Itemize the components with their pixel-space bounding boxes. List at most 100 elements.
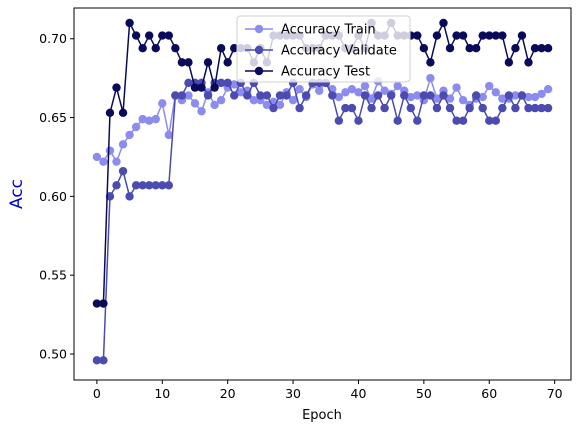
data-point [478,31,487,40]
data-point [524,58,533,67]
legend-label: Accuracy Validate [281,44,397,59]
data-point [269,103,278,113]
data-point [471,91,481,100]
data-point [419,91,429,100]
data-point [190,99,200,108]
data-point [504,91,514,100]
y-tick-label: 0.65 [39,110,67,125]
data-point [131,122,141,132]
data-point [99,299,108,308]
x-axis-label: Epoch [302,408,342,423]
legend-label: Accuracy Test [281,65,370,80]
data-point [282,91,291,100]
y-tick-label: 0.70 [39,31,67,46]
data-point [498,31,507,40]
data-point [203,91,213,100]
x-tick-label: 0 [93,386,101,401]
data-point [138,114,147,124]
data-point [262,100,272,110]
data-point [445,43,455,53]
y-axis: 0.50 0.55 0.60 0.65 0.70 [39,31,74,361]
data-point [216,96,226,105]
data-point [458,96,468,105]
data-point [334,92,344,102]
data-point [275,91,285,100]
data-point [400,91,409,100]
data-point [112,83,121,92]
data-point [537,89,546,99]
data-point [223,78,232,88]
data-point [543,103,553,113]
legend-marker [254,45,264,55]
data-point [125,192,134,201]
data-point [491,116,500,125]
plot-frame [73,7,572,381]
data-point [439,91,448,100]
data-point [380,103,389,113]
legend: Accuracy Train Accuracy Validate Accuracy … [236,15,411,83]
data-point [524,103,533,113]
data-point [216,78,226,88]
data-point [432,31,442,40]
data-point [393,81,402,91]
data-point [118,140,128,149]
legend-marker [254,24,264,34]
data-point [99,157,108,166]
data-point [197,83,206,92]
legend-label: Accuracy Train [281,23,376,38]
data-point [360,91,370,100]
data-point [471,43,481,53]
data-point [426,73,435,83]
data-point [432,94,442,103]
data-point [511,103,520,113]
data-point [485,81,494,91]
data-point [256,91,265,100]
y-tick-label: 0.55 [39,268,67,283]
data-point [164,31,174,40]
data-point [328,91,337,100]
data-point [118,166,128,176]
y-tick-label: 0.50 [39,346,67,361]
data-point [373,91,383,100]
data-point [537,43,546,53]
x-axis: 0 10 20 30 40 50 60 70 [93,380,563,401]
data-point [184,58,193,67]
data-point [360,81,370,91]
data-point [105,108,115,118]
data-point [118,108,128,118]
data-point [315,86,324,95]
data-point [413,31,422,40]
data-point [406,103,415,113]
data-point [354,88,363,97]
data-point [511,91,520,100]
data-point [432,103,442,113]
data-point [145,116,154,125]
data-point [426,58,435,67]
data-point [145,181,154,190]
data-point [367,103,376,113]
data-point [426,91,435,100]
data-point [203,58,213,67]
data-point [171,91,180,100]
data-point [158,181,167,190]
data-point [458,31,468,40]
x-tick-label: 70 [547,386,563,401]
data-point [125,18,134,28]
data-point [105,146,115,155]
data-point [197,107,206,116]
data-point [223,58,232,67]
data-point [295,103,304,113]
data-point [419,43,429,53]
data-point [164,130,174,140]
data-point [341,88,350,97]
data-point [177,91,187,100]
data-point [511,43,520,53]
data-point [138,181,147,190]
data-point [543,43,553,53]
data-point [530,43,540,53]
data-point [112,157,121,166]
data-point [177,58,187,67]
data-point [138,43,147,53]
data-point [230,91,239,100]
